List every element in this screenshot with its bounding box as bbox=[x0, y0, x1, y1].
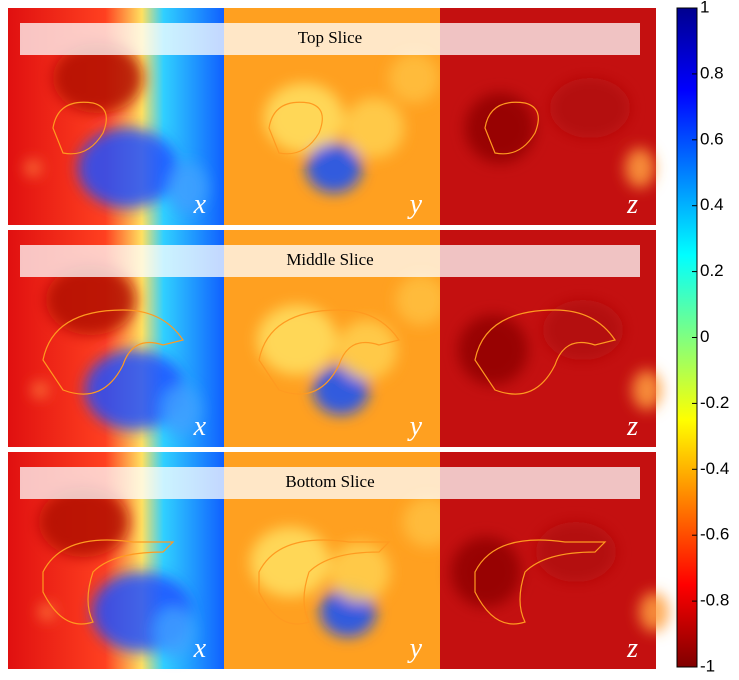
blob bbox=[639, 592, 669, 632]
colorbar-tick-label: 0.6 bbox=[700, 129, 724, 148]
blob bbox=[396, 275, 446, 325]
blob bbox=[389, 53, 439, 103]
page: {"rows": [ {"title": "Top Slice", "label… bbox=[0, 0, 739, 680]
colorbar-tick-label: 0.2 bbox=[700, 261, 724, 280]
blob bbox=[543, 300, 623, 360]
figure: x y z Top Slice x y z Middle Slice x y z Bottom Sli… bbox=[0, 0, 739, 680]
blob bbox=[458, 315, 528, 385]
blob bbox=[154, 607, 194, 657]
colorbar-tick-label: -0.8 bbox=[700, 591, 729, 610]
colorbar-tick-label: -1 bbox=[700, 656, 715, 675]
blob bbox=[78, 128, 178, 208]
colorbar-tick-label: -0.2 bbox=[700, 393, 729, 412]
axis-label: z bbox=[626, 411, 638, 442]
colorbar-tick-label: -0.4 bbox=[700, 459, 729, 478]
blob bbox=[257, 305, 337, 375]
panels: x y z Top Slice x y z Middle Slice x y z Bottom Sli… bbox=[8, 8, 669, 669]
blob bbox=[337, 320, 397, 380]
blob bbox=[632, 370, 662, 410]
colorbar-ticks: -1 -0.8 -0.6 -0.4 -0.2 0 0.2 0.4 0.6 0.8 1 bbox=[692, 0, 729, 675]
axis-label: x bbox=[193, 189, 207, 220]
row-title: Top Slice bbox=[298, 28, 362, 47]
row-title: Bottom Slice bbox=[285, 472, 374, 491]
colorbar-tick-label: 1 bbox=[700, 0, 709, 16]
axis-label: y bbox=[407, 189, 423, 220]
axis-label: x bbox=[193, 411, 207, 442]
blob bbox=[25, 160, 41, 176]
blob bbox=[625, 148, 655, 188]
blob bbox=[32, 382, 48, 398]
blob bbox=[264, 83, 344, 153]
blob bbox=[536, 522, 616, 582]
colorbar-tick-label: 0 bbox=[700, 327, 709, 346]
axis-label: y bbox=[407, 633, 423, 664]
colorbar-tick-label: 0.8 bbox=[700, 63, 724, 82]
blob bbox=[250, 527, 330, 597]
colorbar-tick-label: -0.6 bbox=[700, 525, 729, 544]
blob bbox=[451, 537, 521, 607]
colorbar-tick-label: 0.4 bbox=[700, 195, 724, 214]
axis-label: z bbox=[626, 633, 638, 664]
blob bbox=[306, 143, 362, 193]
blob bbox=[39, 604, 55, 620]
blob bbox=[550, 78, 630, 138]
axis-label: z bbox=[626, 189, 638, 220]
row-title: Middle Slice bbox=[286, 250, 373, 269]
blob bbox=[344, 98, 404, 158]
blob bbox=[330, 542, 390, 602]
axis-label: y bbox=[407, 411, 423, 442]
axis-label: x bbox=[193, 633, 207, 664]
